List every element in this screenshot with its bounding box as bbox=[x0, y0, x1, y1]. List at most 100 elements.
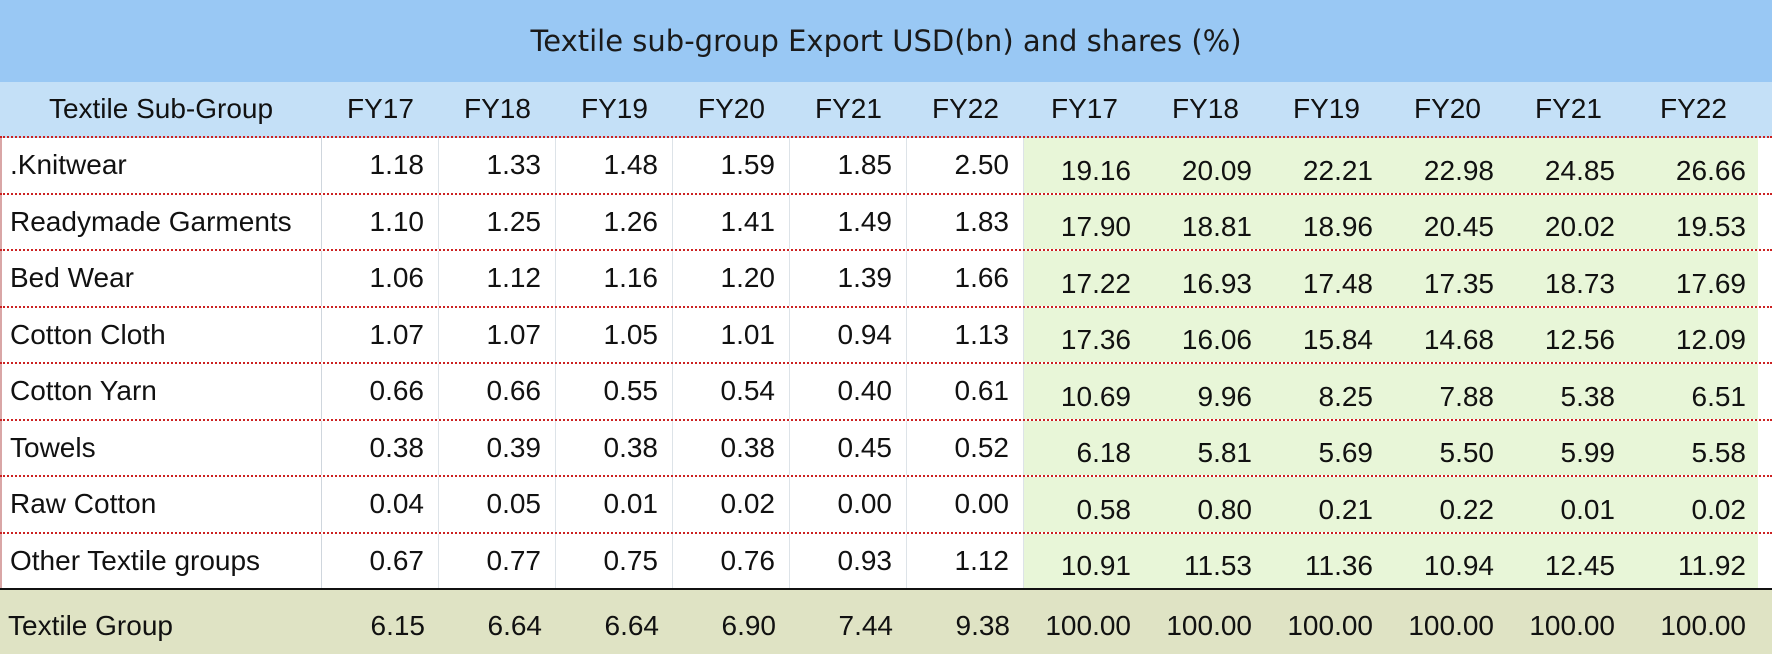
table-body: .Knitwear 1.18 1.33 1.48 1.59 1.85 2.50 19.16 20… bbox=[0, 138, 1772, 590]
share-value: 17.90 bbox=[1060, 211, 1131, 242]
share-group: 10.69 9.96 8.25 7.88 5.38 6.51 bbox=[1024, 364, 1758, 419]
share-value: 0.01 bbox=[1560, 493, 1616, 525]
header-share-year: FY19 bbox=[1293, 93, 1360, 124]
share-value: 0.58 bbox=[1076, 493, 1132, 525]
total-row: Textile Group 6.15 6.64 6.64 6.90 7.44 9… bbox=[0, 590, 1772, 654]
total-share: 100.00 bbox=[1287, 610, 1373, 641]
export-value: 1.49 bbox=[790, 194, 907, 249]
total-share: 100.00 bbox=[1166, 610, 1252, 641]
share-value: 17.69 bbox=[1675, 267, 1746, 299]
share-value: 17.36 bbox=[1060, 324, 1131, 355]
share-group: 17.90 18.81 18.96 20.45 20.02 19.53 bbox=[1024, 194, 1758, 249]
total-value: 6.64 bbox=[604, 610, 660, 641]
header-subgroup: Textile Sub-Group bbox=[48, 93, 274, 124]
total-value: 7.44 bbox=[838, 610, 894, 641]
share-value: 15.84 bbox=[1302, 324, 1373, 355]
total-value: 9.38 bbox=[955, 610, 1011, 641]
share-value: 17.48 bbox=[1302, 267, 1373, 299]
share-group: 19.16 20.09 22.21 22.98 24.85 26.66 bbox=[1024, 138, 1758, 193]
export-value: 0.77 bbox=[439, 533, 556, 588]
share-value: 18.73 bbox=[1544, 267, 1615, 299]
export-value: 0.38 bbox=[673, 420, 790, 475]
share-value: 5.50 bbox=[1439, 437, 1495, 468]
export-value: 0.38 bbox=[322, 420, 439, 475]
share-value: 6.51 bbox=[1691, 380, 1747, 412]
share-value: 20.02 bbox=[1544, 211, 1615, 242]
subgroup-name: Cotton Cloth bbox=[0, 307, 322, 362]
share-value: 0.80 bbox=[1197, 493, 1253, 525]
export-value: 0.54 bbox=[673, 364, 790, 419]
subgroup-name: Other Textile groups bbox=[0, 533, 322, 588]
export-value: 0.55 bbox=[556, 364, 673, 419]
export-value: 0.75 bbox=[556, 533, 673, 588]
export-value: 0.04 bbox=[322, 477, 439, 532]
table-row: Towels 0.38 0.39 0.38 0.38 0.45 0.52 6.18 5.81 5.… bbox=[0, 420, 1772, 477]
table-row: Raw Cotton 0.04 0.05 0.01 0.02 0.00 0.00 0.58 0.… bbox=[0, 477, 1772, 534]
share-value: 11.36 bbox=[1305, 550, 1373, 581]
table-row: Cotton Cloth 1.07 1.07 1.05 1.01 0.94 1.13 17.3… bbox=[0, 307, 1772, 364]
table-row: Bed Wear 1.06 1.12 1.16 1.20 1.39 1.66 17.22 16.… bbox=[0, 251, 1772, 308]
share-value: 12.09 bbox=[1675, 324, 1746, 355]
export-value: 1.83 bbox=[907, 194, 1024, 249]
export-value: 0.66 bbox=[322, 364, 439, 419]
total-label: Textile Group bbox=[8, 610, 173, 641]
share-group: 0.58 0.80 0.21 0.22 0.01 0.02 bbox=[1024, 477, 1758, 532]
export-value: 0.76 bbox=[673, 533, 790, 588]
export-value: 1.41 bbox=[673, 194, 790, 249]
export-value: 0.38 bbox=[556, 420, 673, 475]
export-value: 0.66 bbox=[439, 364, 556, 419]
total-share: 100.00 bbox=[1408, 610, 1494, 641]
export-value: 1.05 bbox=[556, 307, 673, 362]
total-share: 100.00 bbox=[1045, 610, 1131, 641]
total-share: 100.00 bbox=[1529, 610, 1615, 641]
header-share-year: FY17 bbox=[1051, 93, 1118, 124]
header-share-year: FY20 bbox=[1414, 93, 1481, 124]
export-value: 1.25 bbox=[439, 194, 556, 249]
share-group: 10.91 11.53 11.36 10.94 12.45 11.92 bbox=[1024, 533, 1758, 588]
share-value: 9.96 bbox=[1197, 380, 1253, 412]
share-value: 12.45 bbox=[1544, 550, 1615, 581]
export-value: 1.26 bbox=[556, 194, 673, 249]
share-value: 10.91 bbox=[1060, 550, 1131, 581]
export-value: 1.01 bbox=[673, 307, 790, 362]
share-value: 20.09 bbox=[1181, 154, 1252, 186]
export-value: 1.07 bbox=[322, 307, 439, 362]
table-row: .Knitwear 1.18 1.33 1.48 1.59 1.85 2.50 19.16 20… bbox=[0, 138, 1772, 195]
header-share-year: FY21 bbox=[1535, 93, 1602, 124]
share-value: 10.94 bbox=[1423, 550, 1494, 581]
share-value: 20.45 bbox=[1423, 211, 1494, 242]
export-value: 1.48 bbox=[556, 138, 673, 193]
share-value: 19.16 bbox=[1060, 154, 1131, 186]
share-value: 10.69 bbox=[1060, 380, 1131, 412]
header-value-year: FY17 bbox=[347, 93, 414, 124]
export-value: 0.40 bbox=[790, 364, 907, 419]
export-value: 1.07 bbox=[439, 307, 556, 362]
share-group: 6.18 5.81 5.69 5.50 5.99 5.58 bbox=[1024, 420, 1758, 475]
export-value: 1.06 bbox=[322, 251, 439, 306]
header-row: Textile Sub-Group FY17 FY18 FY19 FY20 FY… bbox=[0, 82, 1772, 138]
export-value: 1.13 bbox=[907, 307, 1024, 362]
share-value: 16.93 bbox=[1181, 267, 1252, 299]
share-value: 14.68 bbox=[1423, 324, 1494, 355]
export-value: 1.12 bbox=[439, 251, 556, 306]
total-share: 100.00 bbox=[1660, 610, 1746, 641]
share-value: 6.18 bbox=[1076, 437, 1132, 468]
share-value: 16.06 bbox=[1181, 324, 1252, 355]
share-value: 0.02 bbox=[1691, 493, 1747, 525]
header-value-year: FY19 bbox=[581, 93, 648, 124]
share-value: 7.88 bbox=[1439, 380, 1495, 412]
export-value: 0.61 bbox=[907, 364, 1024, 419]
export-value: 0.52 bbox=[907, 420, 1024, 475]
export-value: 1.66 bbox=[907, 251, 1024, 306]
header-value-year: FY20 bbox=[698, 93, 765, 124]
subgroup-name: Raw Cotton bbox=[0, 477, 322, 532]
export-value: 1.33 bbox=[439, 138, 556, 193]
subgroup-name: Readymade Garments bbox=[0, 194, 322, 249]
export-value: 1.20 bbox=[673, 251, 790, 306]
header-share-year: FY18 bbox=[1172, 93, 1239, 124]
share-value: 5.81 bbox=[1197, 437, 1253, 468]
share-value: 11.92 bbox=[1678, 550, 1746, 581]
export-value: 0.01 bbox=[556, 477, 673, 532]
share-value: 17.35 bbox=[1423, 267, 1494, 299]
